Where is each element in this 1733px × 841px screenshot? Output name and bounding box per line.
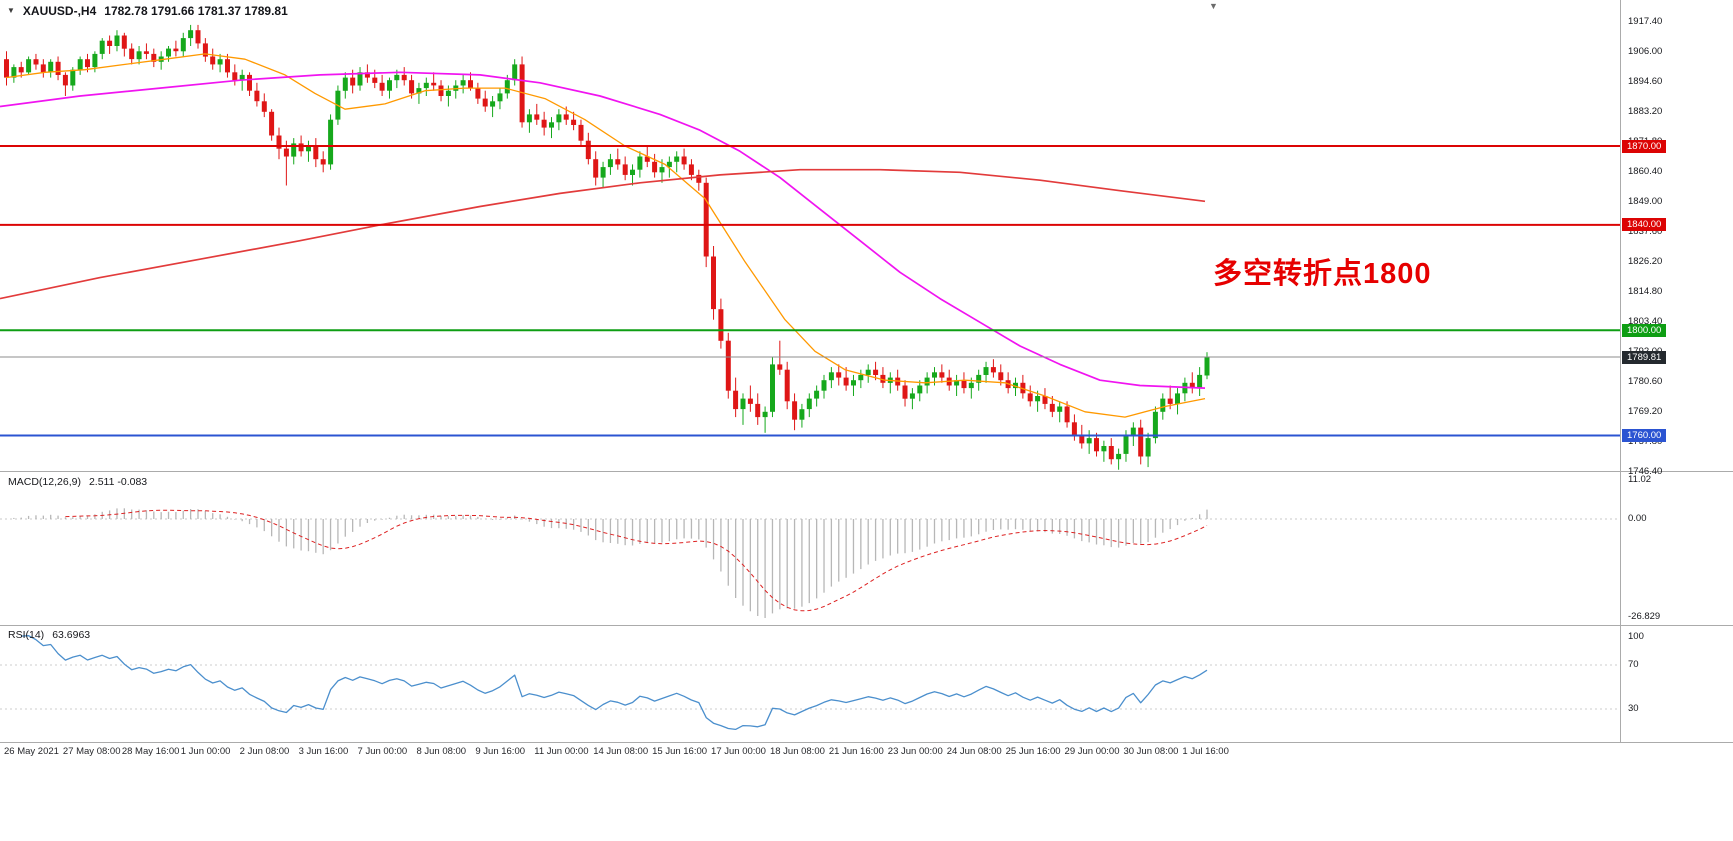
rsi-title: RSI(14) [8, 629, 45, 641]
date-axis-label: 2 Jun 08:00 [239, 746, 290, 757]
price-axis-label: 1746.40 [1628, 465, 1663, 477]
date-axis-label: 25 Jun 16:00 [1005, 746, 1061, 757]
price-axis-label: 1906.00 [1628, 45, 1663, 57]
rsi-axis-label: 30 [1628, 703, 1639, 714]
price-line-badge: 1760.00 [1622, 428, 1667, 442]
price-axis-label: 1883.20 [1628, 105, 1663, 117]
date-axis-label: 27 May 08:00 [62, 746, 121, 757]
price-axis-label: 1849.00 [1628, 195, 1663, 207]
date-axis-label: 9 Jun 16:00 [475, 746, 526, 757]
macd-values: 2.511 -0.083 [88, 476, 148, 488]
price-line-badge: 1870.00 [1622, 139, 1667, 153]
price-line-badge: 1840.00 [1622, 218, 1667, 232]
date-axis-label: 30 Jun 08:00 [1123, 746, 1179, 757]
price-line-badge: 1789.81 [1622, 350, 1667, 364]
price-axis-label: 1769.20 [1628, 405, 1663, 417]
chart-title: ▼ XAUUSD-,H4 1782.78 1791.66 1781.37 178… [7, 4, 288, 18]
date-axis-label: 17 Jun 00:00 [711, 746, 766, 757]
macd-axis-label: -26.829 [1628, 611, 1661, 622]
macd-panel-layer [0, 508, 1620, 618]
macd-label: MACD(12,26,9) 2.511 -0.083 [8, 476, 147, 488]
ma-mid-line [0, 71, 1206, 389]
panel-separator-main-macd[interactable] [0, 471, 1733, 472]
price-axis[interactable]: 1917.401906.001894.601883.201871.801860.… [1620, 0, 1733, 742]
date-axis-label: 18 Jun 08:00 [769, 746, 825, 757]
date-axis-label: 1 Jul 16:00 [1182, 746, 1229, 757]
macd-signal-line [65, 509, 1208, 612]
ohlc-label: 1782.78 1791.66 1781.37 1789.81 [104, 4, 288, 18]
chart-shift-marker-icon: ▼ [1209, 1, 1218, 11]
rsi-value: 63.6963 [52, 629, 91, 641]
rsi-axis-label: 100 [1628, 631, 1644, 642]
macd-axis-label: 11.02 [1628, 474, 1652, 485]
date-axis-label: 28 May 16:00 [121, 746, 180, 757]
date-axis-label: 26 May 2021 [4, 746, 59, 757]
date-axis-label: 8 Jun 08:00 [416, 746, 467, 757]
date-axis[interactable]: 26 May 2021 27 May 08:00 28 May 16:00 1 Jun… [0, 742, 1733, 762]
price-axis-label: 1780.60 [1628, 375, 1663, 387]
rsi-line [21, 635, 1208, 731]
price-axis-border [1620, 0, 1621, 742]
ma-fast-line [5, 53, 1206, 418]
date-axis-label: 15 Jun 16:00 [652, 746, 708, 757]
date-axis-label: 3 Jun 16:00 [298, 746, 349, 757]
price-axis-label: 1894.60 [1628, 75, 1663, 87]
rsi-axis-label: 70 [1628, 659, 1639, 670]
date-axis-label: 11 Jun 00:00 [534, 746, 589, 757]
date-axis-label: 23 Jun 00:00 [887, 746, 943, 757]
date-axis-label: 1 Jun 00:00 [180, 746, 231, 757]
moving-averages-layer [0, 53, 1206, 418]
symbol-period-label: XAUUSD-,H4 [22, 4, 97, 18]
price-line-badge: 1800.00 [1622, 323, 1667, 337]
date-axis-label: 14 Jun 08:00 [593, 746, 649, 757]
rsi-panel-layer [0, 635, 1620, 731]
rsi-label: RSI(14) 63.6963 [8, 629, 90, 641]
price-axis-label: 1860.40 [1628, 165, 1663, 177]
candles-layer [4, 24, 1210, 470]
date-axis-label: 7 Jun 00:00 [357, 746, 408, 757]
price-axis-label: 1917.40 [1628, 15, 1663, 27]
ma-slow-line [0, 168, 1206, 300]
macd-axis-label: 0.00 [1628, 513, 1647, 524]
price-axis-label: 1826.20 [1628, 255, 1663, 267]
collapse-icon[interactable]: ▼ [7, 6, 15, 15]
annotation-text[interactable]: 多空转折点1800 [1213, 258, 1432, 290]
price-axis-label: 1814.80 [1628, 285, 1663, 297]
date-axis-label: 29 Jun 00:00 [1064, 746, 1120, 757]
date-axis-label: 24 Jun 08:00 [946, 746, 1002, 757]
macd-title: MACD(12,26,9) [8, 476, 81, 488]
hlines-layer[interactable] [0, 145, 1620, 437]
price-axis-label: 1803.40 [1628, 315, 1663, 327]
date-axis-label: 21 Jun 16:00 [828, 746, 884, 757]
panel-separator-macd-rsi[interactable] [0, 625, 1733, 626]
panel-separator-date-axis [0, 742, 1733, 743]
